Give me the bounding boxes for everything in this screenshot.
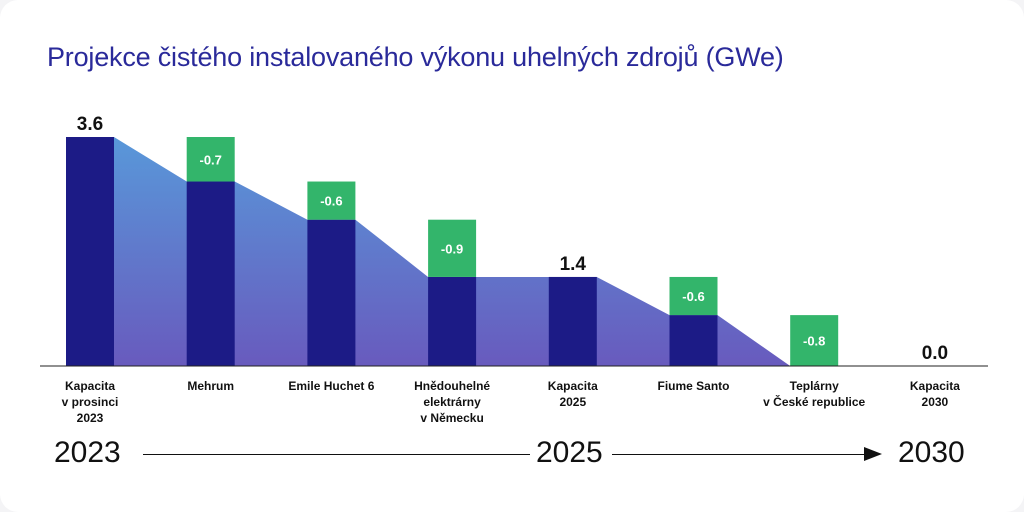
total-bar-4 bbox=[548, 276, 597, 366]
category-label-6: Teplárny v České republice bbox=[763, 379, 866, 409]
timeline-start-year: 2023 bbox=[54, 436, 121, 469]
timeline-end-year: 2030 bbox=[898, 436, 965, 469]
category-label-3: Hnědouhelné elektrárny v Německu bbox=[414, 379, 491, 425]
timeline-arrow-icon bbox=[864, 447, 882, 461]
remaining-bar-1 bbox=[186, 181, 235, 366]
category-label-2: Emile Huchet 6 bbox=[288, 379, 375, 393]
category-label-1: Mehrum bbox=[187, 379, 235, 393]
remaining-bar-2 bbox=[307, 219, 356, 366]
total-label-0: 3.6 bbox=[77, 114, 103, 135]
category-label-7: Kapacita 2030 bbox=[909, 379, 960, 409]
reduction-label-3: -0.9 bbox=[441, 241, 463, 256]
category-label-5: Fiume Santo bbox=[657, 379, 730, 393]
timeline-line-1 bbox=[143, 454, 530, 455]
reduction-bar-1 bbox=[186, 137, 235, 182]
reduction-label-5: -0.6 bbox=[682, 289, 704, 304]
remaining-bar-3 bbox=[428, 276, 477, 366]
reduction-bar-5 bbox=[669, 276, 718, 316]
reduction-label-2: -0.6 bbox=[320, 194, 342, 209]
reduction-bar-2 bbox=[307, 181, 356, 220]
total-label-4: 1.4 bbox=[560, 254, 587, 275]
category-label-0: Kapacita v prosinci 2023 bbox=[61, 379, 119, 425]
chart-title: Projekce čistého instalovaného výkonu uh… bbox=[47, 42, 784, 72]
reduction-label-1: -0.7 bbox=[199, 152, 221, 167]
reduction-bar-6 bbox=[790, 315, 839, 366]
remaining-bar-5 bbox=[669, 315, 718, 366]
reduction-bar-3 bbox=[428, 219, 477, 277]
category-label-4: Kapacita 2025 bbox=[547, 379, 598, 409]
timeline-middle-year: 2025 bbox=[536, 436, 603, 469]
total-bar-0 bbox=[66, 137, 114, 366]
reduction-label-6: -0.8 bbox=[803, 334, 825, 349]
trend-area bbox=[66, 137, 791, 366]
total-label-7: 0.0 bbox=[922, 343, 948, 364]
timeline-line-2 bbox=[612, 454, 867, 455]
